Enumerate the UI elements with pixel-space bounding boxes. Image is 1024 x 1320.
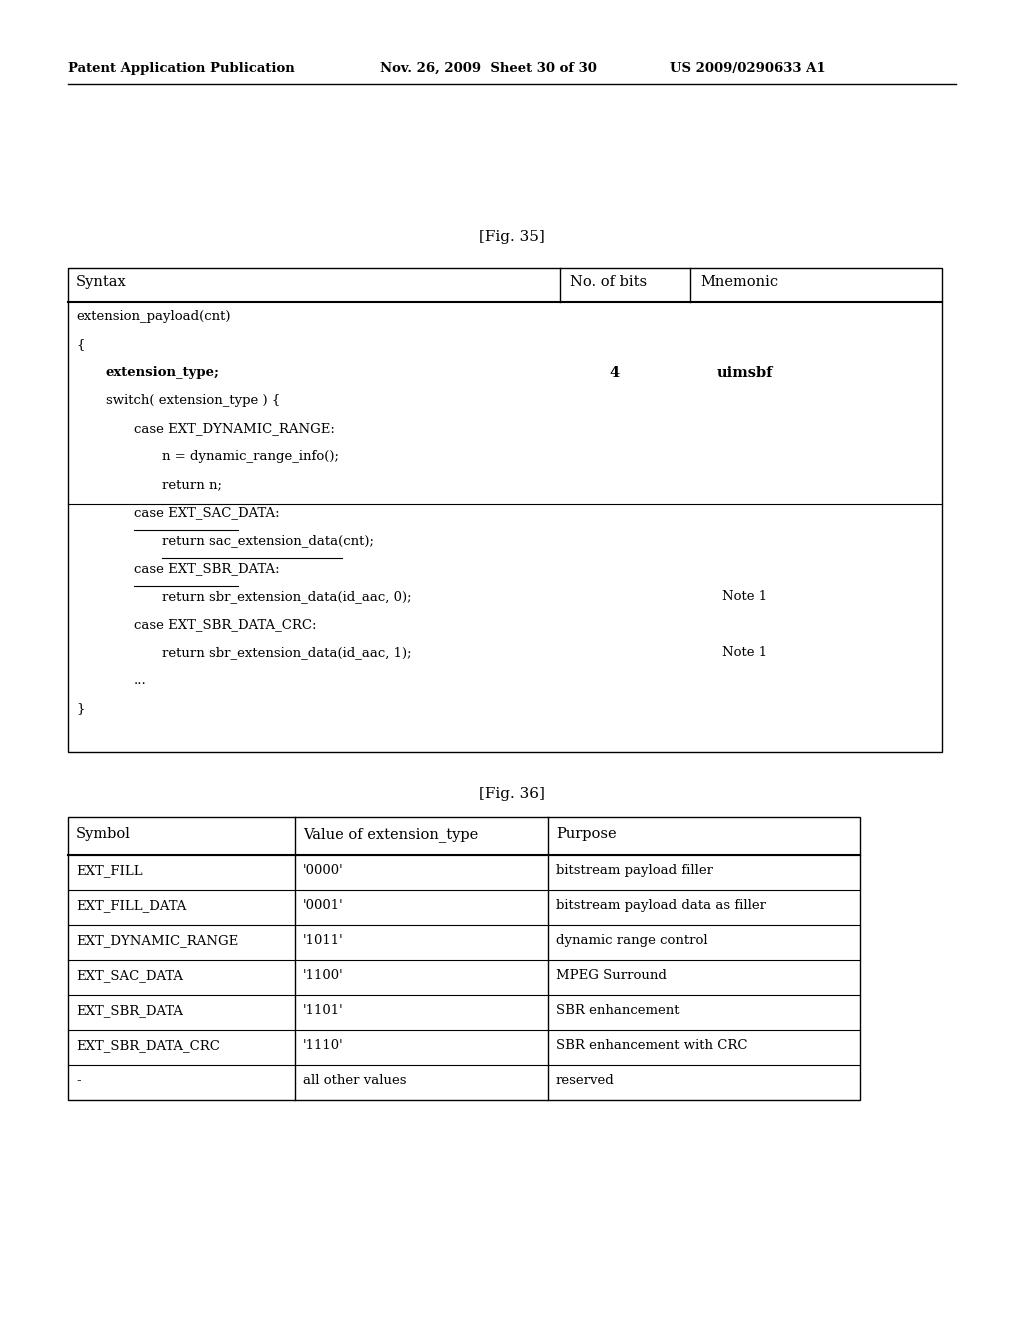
Text: EXT_SAC_DATA: EXT_SAC_DATA (76, 969, 183, 982)
Text: EXT_FILL: EXT_FILL (76, 865, 142, 876)
Text: EXT_SBR_DATA_CRC: EXT_SBR_DATA_CRC (76, 1039, 220, 1052)
Text: '1011': '1011' (303, 935, 344, 946)
Text: SBR enhancement: SBR enhancement (556, 1005, 680, 1016)
Text: Value of extension_type: Value of extension_type (303, 828, 478, 842)
Text: bitstream payload data as filler: bitstream payload data as filler (556, 899, 766, 912)
Text: extension_type;: extension_type; (106, 366, 220, 379)
Text: EXT_DYNAMIC_RANGE: EXT_DYNAMIC_RANGE (76, 935, 239, 946)
Text: uimsbf: uimsbf (717, 366, 773, 380)
Text: Mnemonic: Mnemonic (700, 275, 778, 289)
Text: Symbol: Symbol (76, 828, 131, 841)
Text: Nov. 26, 2009  Sheet 30 of 30: Nov. 26, 2009 Sheet 30 of 30 (380, 62, 597, 75)
Text: SBR enhancement with CRC: SBR enhancement with CRC (556, 1039, 748, 1052)
Text: return sbr_extension_data(id_aac, 0);: return sbr_extension_data(id_aac, 0); (162, 590, 412, 603)
Bar (68, 268, 942, 752)
Text: '0001': '0001' (303, 899, 344, 912)
Text: 4: 4 (610, 366, 621, 380)
Text: Note 1: Note 1 (723, 590, 768, 603)
Bar (68, 817, 860, 1100)
Text: case EXT_SAC_DATA:: case EXT_SAC_DATA: (134, 506, 280, 519)
Text: EXT_FILL_DATA: EXT_FILL_DATA (76, 899, 186, 912)
Text: Purpose: Purpose (556, 828, 616, 841)
Text: n = dynamic_range_info();: n = dynamic_range_info(); (162, 450, 339, 463)
Text: '1110': '1110' (303, 1039, 344, 1052)
Text: [Fig. 35]: [Fig. 35] (479, 230, 545, 244)
Text: extension_payload(cnt): extension_payload(cnt) (76, 310, 230, 323)
Text: case EXT_DYNAMIC_RANGE:: case EXT_DYNAMIC_RANGE: (134, 422, 335, 436)
Text: case EXT_SBR_DATA:: case EXT_SBR_DATA: (134, 562, 280, 576)
Text: {: { (76, 338, 85, 351)
Text: dynamic range control: dynamic range control (556, 935, 708, 946)
Text: '1101': '1101' (303, 1005, 344, 1016)
Text: return sbr_extension_data(id_aac, 1);: return sbr_extension_data(id_aac, 1); (162, 645, 412, 659)
Text: -: - (76, 1074, 81, 1086)
Text: Patent Application Publication: Patent Application Publication (68, 62, 295, 75)
Text: all other values: all other values (303, 1074, 407, 1086)
Text: US 2009/0290633 A1: US 2009/0290633 A1 (670, 62, 825, 75)
Text: return n;: return n; (162, 478, 222, 491)
Text: [Fig. 36]: [Fig. 36] (479, 787, 545, 801)
Text: switch( extension_type ) {: switch( extension_type ) { (106, 393, 281, 407)
Text: '0000': '0000' (303, 865, 344, 876)
Text: bitstream payload filler: bitstream payload filler (556, 865, 713, 876)
Text: }: } (76, 702, 85, 715)
Text: MPEG Surround: MPEG Surround (556, 969, 667, 982)
Text: reserved: reserved (556, 1074, 614, 1086)
Text: return sac_extension_data(cnt);: return sac_extension_data(cnt); (162, 535, 374, 546)
Text: EXT_SBR_DATA: EXT_SBR_DATA (76, 1005, 183, 1016)
Text: ...: ... (134, 675, 146, 686)
Text: Note 1: Note 1 (723, 645, 768, 659)
Text: No. of bits: No. of bits (570, 275, 647, 289)
Text: '1100': '1100' (303, 969, 344, 982)
Text: case EXT_SBR_DATA_CRC:: case EXT_SBR_DATA_CRC: (134, 618, 316, 631)
Text: Syntax: Syntax (76, 275, 127, 289)
